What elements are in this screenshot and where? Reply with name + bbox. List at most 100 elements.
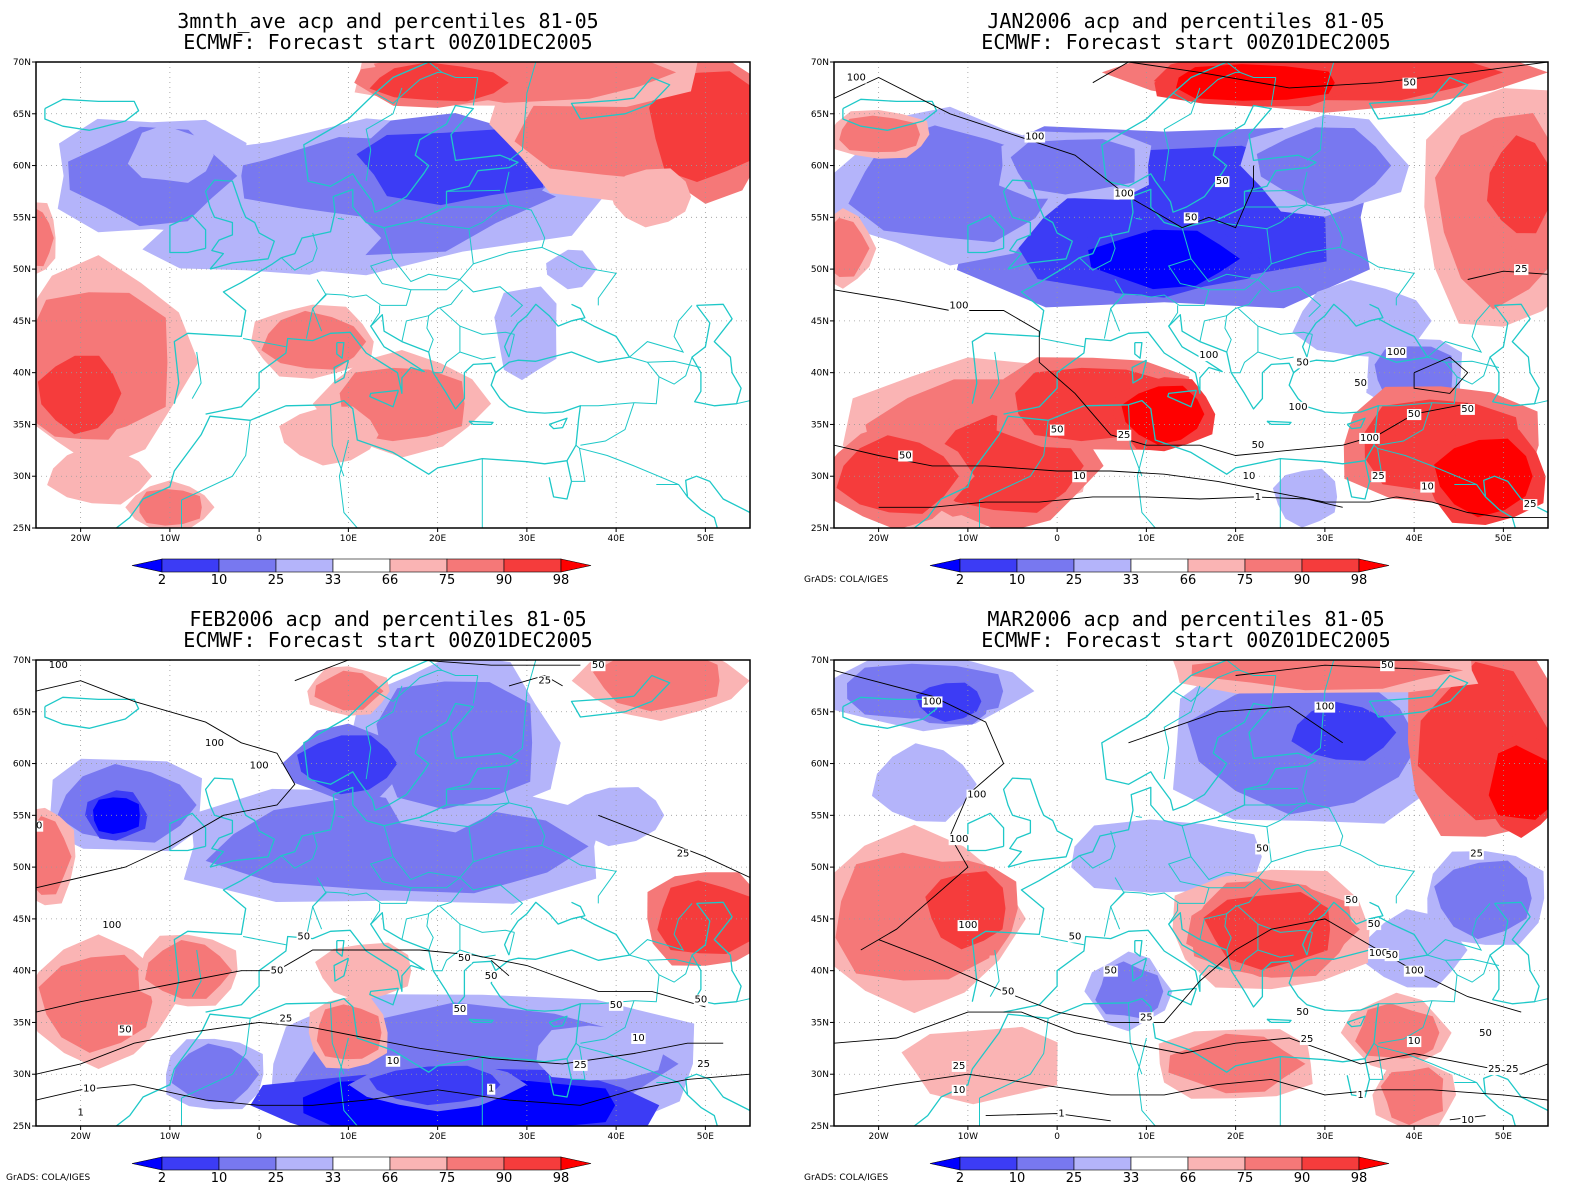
border <box>181 1018 251 1099</box>
panel-subtitle: ECMWF: Forecast start 00Z01DEC2005 <box>981 628 1390 652</box>
lon-label: 0 <box>256 1132 262 1142</box>
lat-label: 50N <box>13 265 31 275</box>
lat-label: 30N <box>811 472 829 482</box>
coastline <box>44 98 140 131</box>
shaded-area <box>1380 1067 1444 1125</box>
shaded-area <box>47 445 152 505</box>
coastline <box>913 372 1380 528</box>
lon-label: 10E <box>340 534 357 544</box>
coastline <box>115 970 582 1126</box>
contour-label-bg <box>1241 471 1257 483</box>
colorbar-segment <box>275 558 334 573</box>
contour-label: 25 <box>1524 499 1537 510</box>
border <box>191 949 202 997</box>
contour-label-bg <box>951 1060 967 1072</box>
contour-label: 50 <box>1216 176 1229 187</box>
coastline <box>571 303 586 322</box>
colorbar-label: 33 <box>325 1171 342 1186</box>
lon-label: 40E <box>1406 534 1423 544</box>
coastline <box>1368 76 1469 120</box>
contour-label: 50 <box>1185 212 1198 223</box>
border <box>1199 913 1227 940</box>
lat-label: 55N <box>811 811 829 821</box>
contour-label-bg <box>957 920 979 932</box>
colorbar-label: 75 <box>439 573 456 588</box>
colorbar-label: 2 <box>956 1171 964 1186</box>
contour-label: 25 <box>1515 264 1528 275</box>
contour-label: 50 <box>695 995 708 1006</box>
contour-label: 50 <box>1296 1007 1309 1018</box>
coastline <box>1489 303 1540 407</box>
lat-label: 60N <box>811 760 829 770</box>
contour-label: 50 <box>297 931 310 942</box>
border <box>337 815 344 818</box>
contour-line <box>1467 270 1548 280</box>
colorbar-label: 2 <box>158 1171 166 1186</box>
border <box>1266 769 1308 828</box>
contour-label-bg <box>1353 378 1368 390</box>
shaded-area <box>1256 127 1392 207</box>
lat-label: 45N <box>13 317 31 327</box>
lat-label: 30N <box>13 472 31 482</box>
border <box>330 404 345 477</box>
coastline <box>1134 939 1143 957</box>
contour-label-bg <box>457 953 472 965</box>
border <box>1445 958 1500 966</box>
border <box>365 685 403 780</box>
border <box>508 334 515 358</box>
colorbar-segment <box>1187 1156 1246 1171</box>
contour-label: 1 <box>488 1084 494 1095</box>
contour-label: 50 <box>1051 425 1064 436</box>
border <box>1237 906 1313 933</box>
contour-label-bg <box>1344 895 1359 907</box>
contour-label: 50 <box>1368 919 1381 930</box>
contour-label-bg <box>591 660 606 672</box>
colorbar-segment <box>161 558 220 573</box>
contour-labels: 100 100 50 50 100 50 25 100 100 50 100 50 100 50 50 50 2… <box>846 72 1538 511</box>
contour-label-bg <box>537 675 552 687</box>
coastline <box>173 660 536 1002</box>
colorbar-min-arrow <box>929 1156 961 1171</box>
colorbar-label: 33 <box>1123 573 1140 588</box>
contour-label-bg <box>1368 948 1389 960</box>
contour-label-bg <box>118 1024 133 1036</box>
coastline <box>468 420 494 426</box>
colorbar-segment <box>1244 1156 1303 1171</box>
border <box>1163 87 1201 182</box>
contour-label: 100 <box>1025 132 1044 143</box>
border <box>1244 787 1299 790</box>
lat-label: 50N <box>811 863 829 873</box>
lat-label: 50N <box>811 265 829 275</box>
contour-label: 50 <box>1069 931 1082 942</box>
contour-label: 50 <box>30 821 43 832</box>
contour-label-bg <box>1514 264 1529 276</box>
contour-label: 50 <box>1252 440 1265 451</box>
lon-label: 20E <box>429 534 446 544</box>
colorbar-segment <box>503 558 562 573</box>
contour-label-bg <box>296 931 311 943</box>
contour-label: 50 <box>1403 78 1416 89</box>
colorbar-label: 10 <box>211 1171 228 1186</box>
lat-label: 70N <box>811 58 829 68</box>
border <box>401 913 429 940</box>
border <box>1128 404 1143 477</box>
colorbar-segment <box>161 1156 220 1171</box>
border <box>656 484 688 498</box>
lon-label: 30E <box>1316 534 1333 544</box>
border <box>439 906 515 933</box>
border <box>312 825 412 907</box>
contour-label-bg <box>966 789 988 801</box>
contour-label: 50 <box>458 953 471 964</box>
contour-label: 100 <box>967 790 986 801</box>
border <box>1231 326 1259 374</box>
colorbar-segment <box>503 1156 562 1171</box>
lat-label: 25N <box>13 1122 31 1132</box>
coastline <box>1167 389 1198 408</box>
coastline <box>333 957 350 982</box>
border <box>305 308 314 339</box>
border <box>1534 400 1548 405</box>
border <box>281 830 318 869</box>
lat-label: 40N <box>811 369 829 379</box>
border <box>472 77 479 106</box>
lat-label: 35N <box>13 1018 31 1028</box>
